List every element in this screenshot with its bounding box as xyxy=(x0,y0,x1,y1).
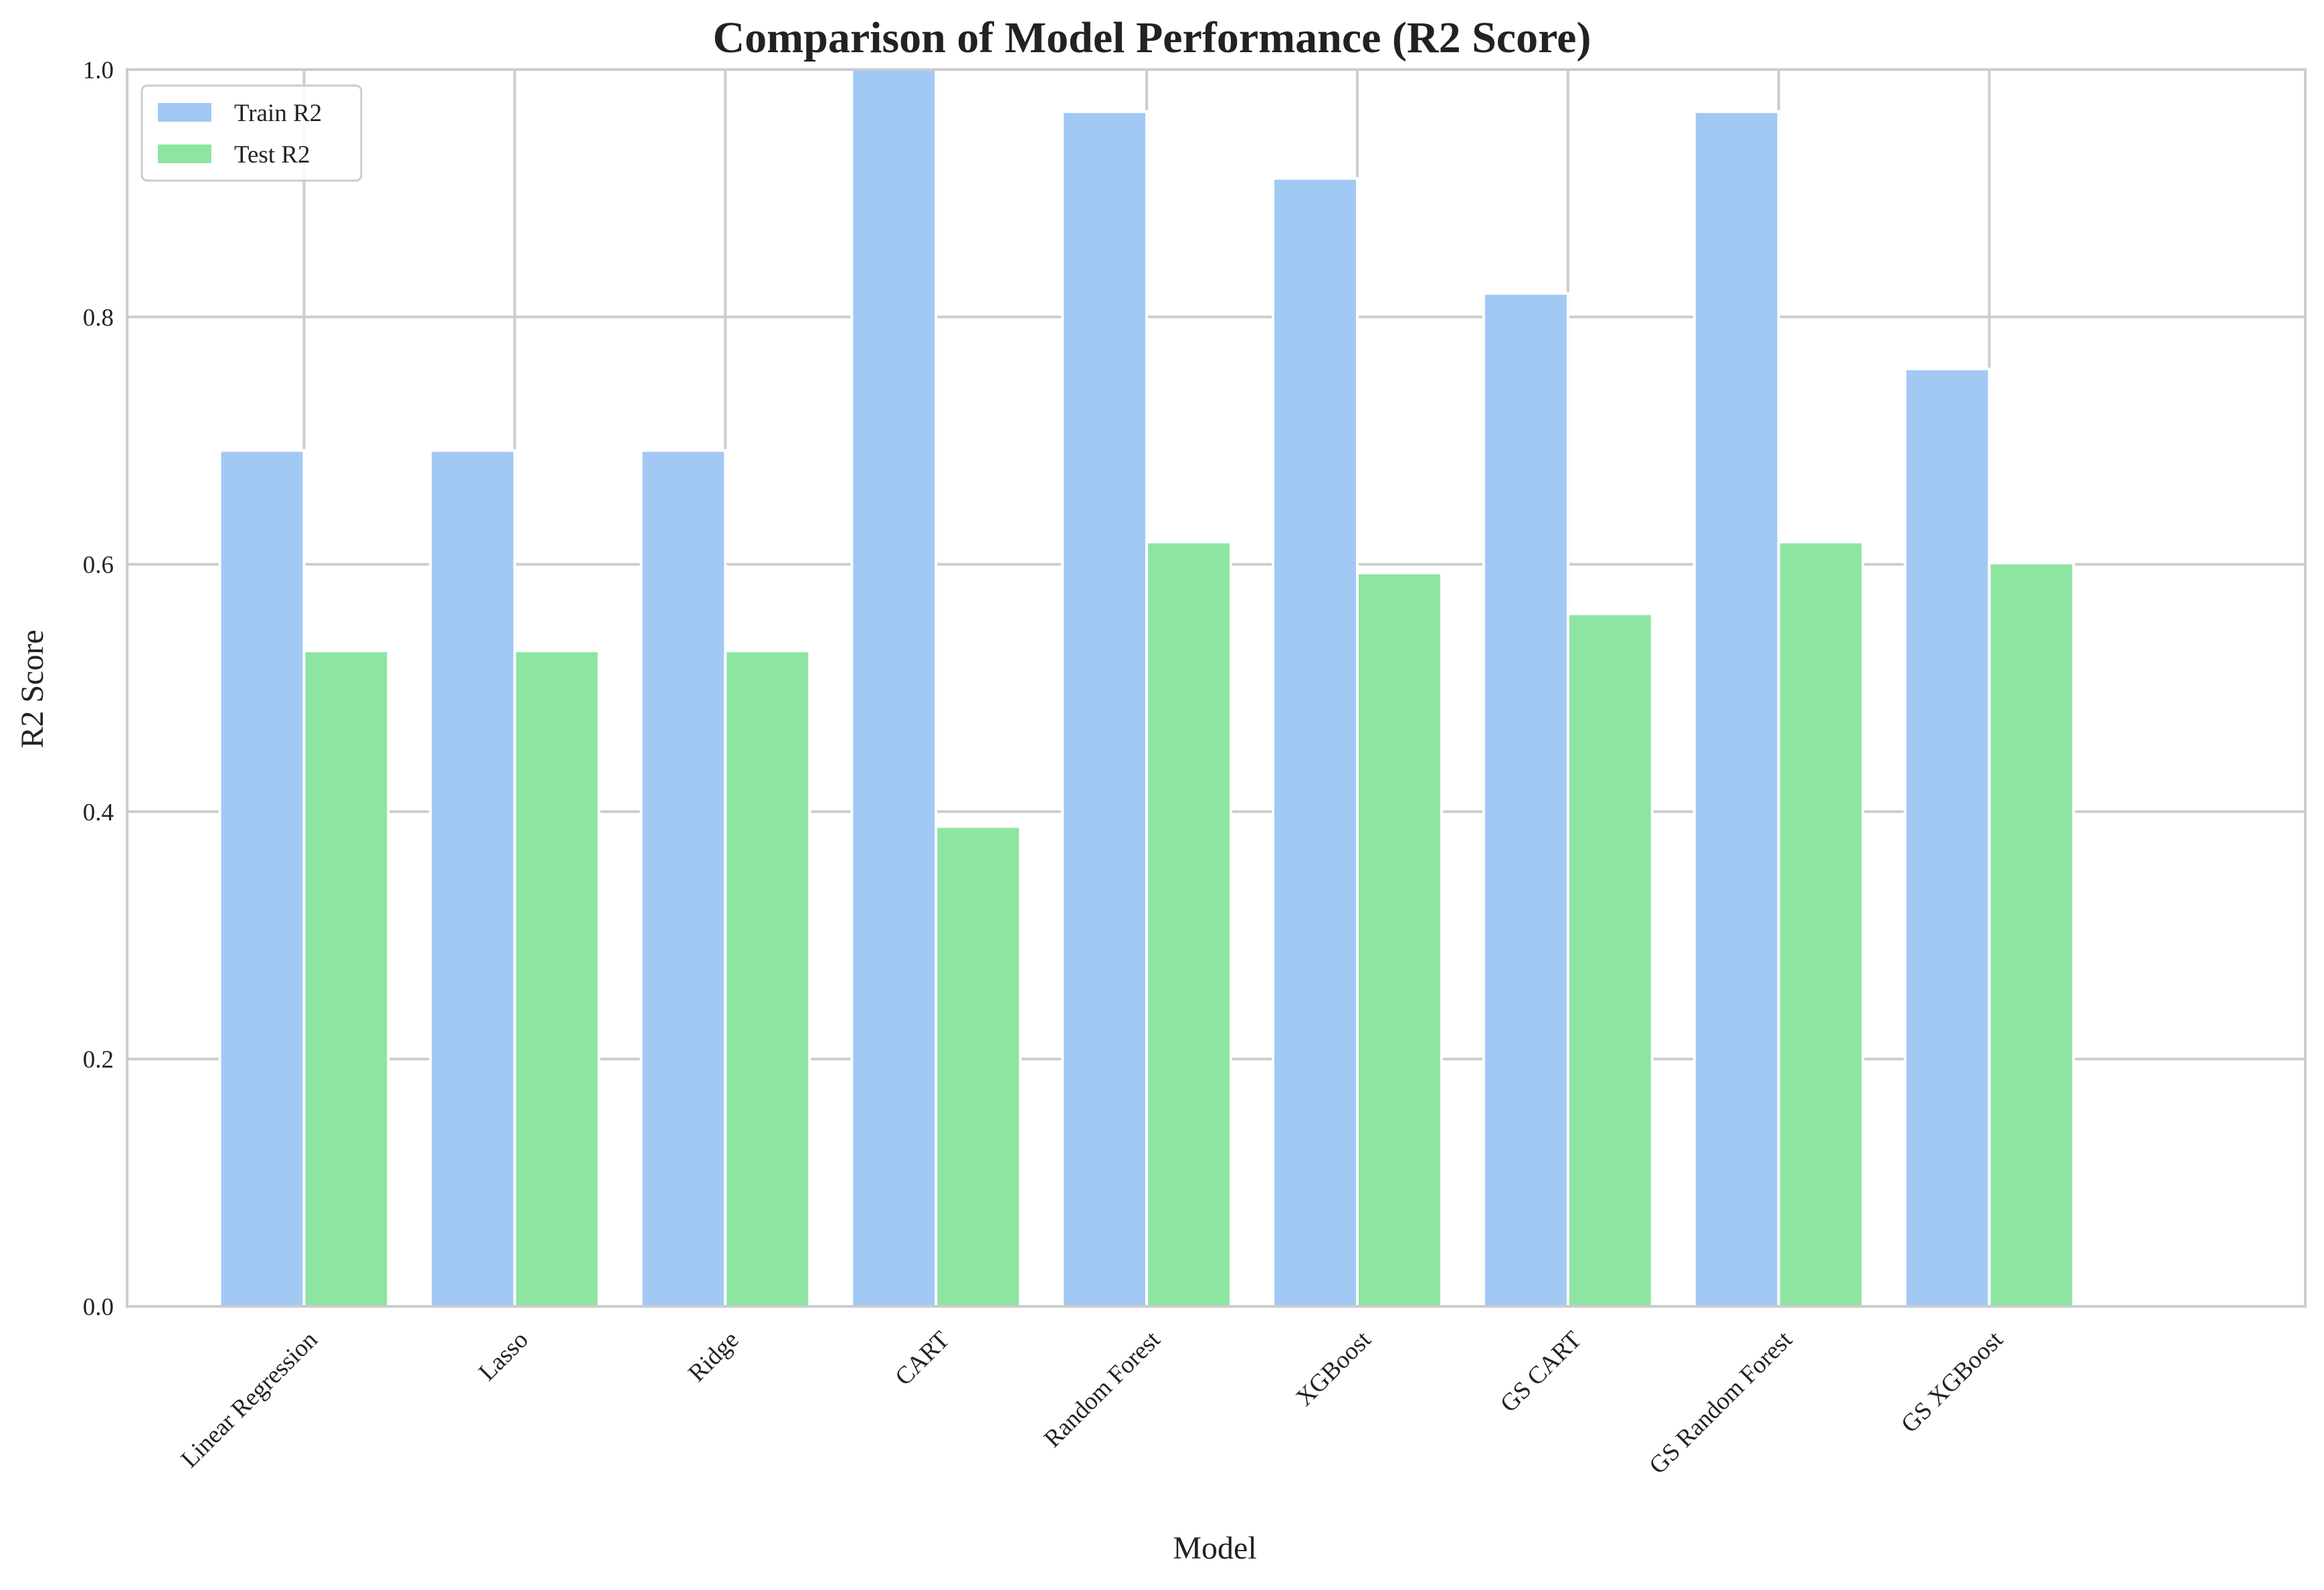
y-tick-labels: 0.0 0.2 0.4 0.6 0.8 1.0 xyxy=(83,57,114,1321)
legend: Train R2 Test R2 xyxy=(140,84,363,182)
x-axis-label: Model xyxy=(1173,1530,1256,1566)
y-tick-label: 1.0 xyxy=(83,57,114,84)
test-r2-bar xyxy=(935,825,1022,1308)
train-r2-bar xyxy=(1272,177,1359,1308)
test-r2-bar xyxy=(724,650,811,1308)
legend-label: Train R2 xyxy=(234,100,322,127)
y-tick-label: 0.2 xyxy=(83,1046,114,1074)
y-tick-label: 0.4 xyxy=(83,799,114,826)
train-r2-bar xyxy=(218,449,306,1308)
bars xyxy=(218,68,2075,1308)
chart-title: Comparison of Model Performance (R2 Scor… xyxy=(713,13,1591,62)
legend-label: Test R2 xyxy=(234,141,310,169)
test-r2-bar xyxy=(302,650,390,1308)
test-r2-bar xyxy=(1566,612,1654,1308)
train-r2-bar xyxy=(429,449,516,1308)
test-r2-bar xyxy=(1145,540,1233,1308)
y-tick-label: 0.8 xyxy=(83,304,114,332)
train-r2-bar xyxy=(850,68,938,1308)
train-r2-bar xyxy=(1903,367,1991,1308)
test-r2-bar xyxy=(513,650,601,1308)
legend-swatch xyxy=(158,103,211,122)
y-tick-label: 0.6 xyxy=(83,552,114,579)
train-r2-bar xyxy=(1482,292,1569,1308)
test-r2-bar xyxy=(1988,561,2075,1308)
legend-swatch xyxy=(158,144,211,163)
test-r2-bar xyxy=(1777,540,1864,1308)
train-r2-bar xyxy=(1692,110,1780,1308)
y-axis-label: R2 Score xyxy=(15,629,50,748)
test-r2-bar xyxy=(1355,571,1443,1308)
train-r2-bar xyxy=(640,449,727,1308)
y-tick-label: 0.0 xyxy=(83,1294,114,1321)
plot-frame xyxy=(126,68,2307,1308)
train-r2-bar xyxy=(1061,110,1149,1308)
